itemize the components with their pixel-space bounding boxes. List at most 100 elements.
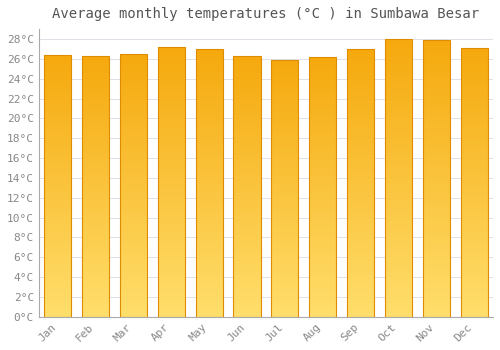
Bar bbox=[120, 106, 147, 108]
Bar bbox=[196, 177, 223, 179]
Bar bbox=[385, 111, 412, 113]
Bar bbox=[196, 306, 223, 307]
Bar bbox=[82, 111, 109, 112]
Bar bbox=[271, 230, 298, 231]
Bar bbox=[271, 282, 298, 284]
Bar bbox=[271, 292, 298, 294]
Bar bbox=[120, 91, 147, 92]
Bar bbox=[271, 128, 298, 129]
Bar bbox=[460, 217, 488, 219]
Bar bbox=[422, 252, 450, 253]
Bar bbox=[271, 303, 298, 304]
Bar bbox=[460, 76, 488, 77]
Bar bbox=[120, 176, 147, 177]
Bar bbox=[422, 87, 450, 89]
Bar bbox=[271, 194, 298, 195]
Bar bbox=[271, 284, 298, 285]
Bar bbox=[196, 125, 223, 127]
Bar bbox=[347, 113, 374, 114]
Bar bbox=[44, 306, 72, 308]
Bar bbox=[44, 181, 72, 182]
Bar bbox=[422, 221, 450, 223]
Bar bbox=[196, 230, 223, 231]
Bar bbox=[385, 229, 412, 231]
Bar bbox=[82, 313, 109, 314]
Bar bbox=[120, 214, 147, 216]
Bar bbox=[422, 44, 450, 46]
Bar bbox=[44, 230, 72, 232]
Bar bbox=[309, 229, 336, 230]
Bar bbox=[271, 213, 298, 214]
Bar bbox=[196, 127, 223, 128]
Bar bbox=[158, 313, 185, 314]
Bar bbox=[158, 155, 185, 156]
Bar bbox=[271, 85, 298, 87]
Bar bbox=[422, 156, 450, 158]
Bar bbox=[158, 116, 185, 117]
Bar bbox=[271, 108, 298, 110]
Bar bbox=[44, 232, 72, 233]
Bar bbox=[385, 182, 412, 183]
Bar bbox=[385, 292, 412, 293]
Bar bbox=[82, 201, 109, 202]
Bar bbox=[460, 166, 488, 168]
Bar bbox=[44, 279, 72, 280]
Bar bbox=[82, 132, 109, 133]
Bar bbox=[196, 216, 223, 218]
Bar bbox=[44, 305, 72, 306]
Bar bbox=[271, 111, 298, 112]
Bar bbox=[196, 283, 223, 285]
Bar bbox=[309, 93, 336, 95]
Bar bbox=[120, 267, 147, 268]
Bar bbox=[120, 100, 147, 101]
Bar bbox=[460, 147, 488, 149]
Bar bbox=[271, 259, 298, 260]
Bar bbox=[460, 75, 488, 76]
Bar bbox=[82, 270, 109, 271]
Bar bbox=[385, 247, 412, 249]
Bar bbox=[460, 61, 488, 63]
Bar bbox=[196, 76, 223, 77]
Bar bbox=[234, 100, 260, 102]
Bar bbox=[271, 217, 298, 218]
Bar bbox=[422, 290, 450, 292]
Bar bbox=[120, 230, 147, 231]
Bar bbox=[234, 158, 260, 159]
Bar bbox=[385, 315, 412, 317]
Bar bbox=[347, 283, 374, 285]
Bar bbox=[422, 90, 450, 91]
Bar bbox=[422, 300, 450, 302]
Bar bbox=[234, 299, 260, 300]
Bar bbox=[385, 166, 412, 167]
Bar bbox=[234, 246, 260, 248]
Bar bbox=[82, 259, 109, 261]
Bar bbox=[271, 198, 298, 200]
Bar bbox=[271, 112, 298, 114]
Bar bbox=[309, 215, 336, 217]
Bar bbox=[385, 131, 412, 132]
Bar bbox=[271, 61, 298, 62]
Bar bbox=[460, 126, 488, 127]
Bar bbox=[309, 127, 336, 128]
Bar bbox=[422, 79, 450, 80]
Bar bbox=[385, 308, 412, 310]
Bar bbox=[385, 209, 412, 210]
Bar bbox=[347, 183, 374, 184]
Bar bbox=[309, 92, 336, 93]
Bar bbox=[385, 89, 412, 90]
Bar bbox=[234, 82, 260, 83]
Bar bbox=[271, 68, 298, 69]
Bar bbox=[158, 239, 185, 240]
Bar bbox=[234, 234, 260, 236]
Bar bbox=[422, 282, 450, 284]
Bar bbox=[234, 111, 260, 112]
Bar bbox=[347, 194, 374, 195]
Bar bbox=[385, 156, 412, 157]
Bar bbox=[271, 192, 298, 194]
Bar bbox=[120, 268, 147, 270]
Bar bbox=[460, 247, 488, 248]
Bar bbox=[82, 105, 109, 107]
Bar bbox=[309, 123, 336, 125]
Bar bbox=[120, 300, 147, 301]
Bar bbox=[347, 291, 374, 293]
